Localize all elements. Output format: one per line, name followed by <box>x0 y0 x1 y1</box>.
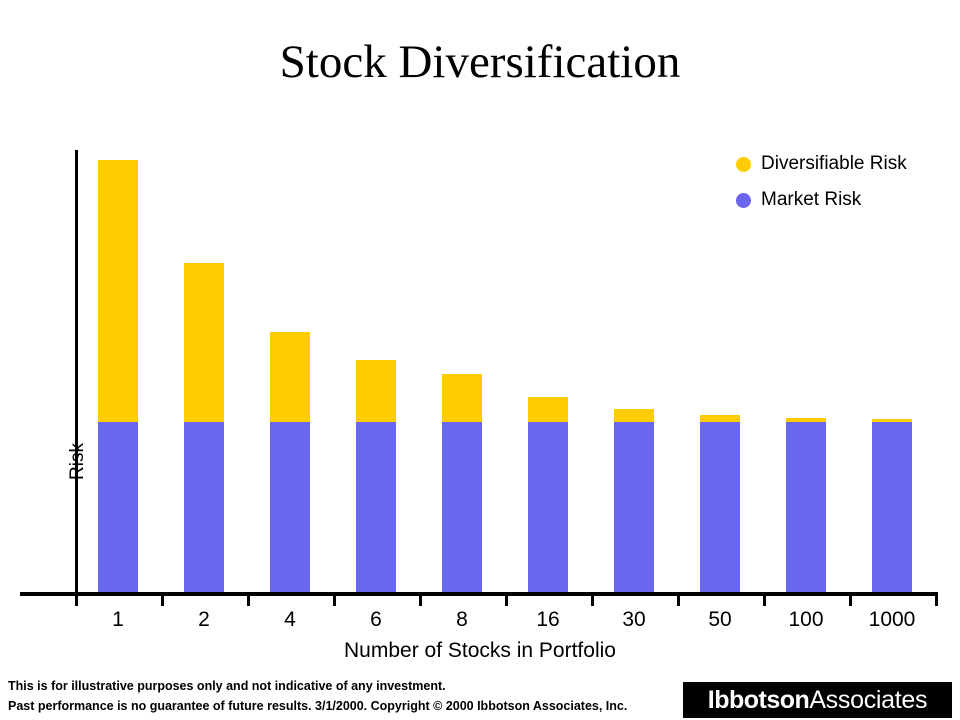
bar-segment-market-risk[interactable] <box>98 422 138 592</box>
x-axis-tick <box>333 592 336 606</box>
x-axis-tick <box>75 592 78 606</box>
bar-group[interactable] <box>356 360 396 592</box>
logo-text-associates: Associates <box>809 685 928 714</box>
footer-disclaimer: This is for illustrative purposes only a… <box>8 676 688 716</box>
circle-marker-diversifiable-icon <box>736 156 751 172</box>
bar-segment-diversifiable-risk[interactable] <box>872 419 912 422</box>
bar-segment-market-risk[interactable] <box>872 422 912 592</box>
bar-segment-market-risk[interactable] <box>270 422 310 592</box>
bar-segment-diversifiable-risk[interactable] <box>614 409 654 422</box>
x-axis-tick <box>935 592 938 606</box>
page-title: Stock Diversification <box>279 36 681 88</box>
bar-segment-market-risk[interactable] <box>528 422 568 592</box>
bar-segment-diversifiable-risk[interactable] <box>356 360 396 422</box>
bar-group[interactable] <box>270 332 310 592</box>
x-axis-tick-label: 4 <box>284 608 296 631</box>
bar-segment-diversifiable-risk[interactable] <box>786 418 826 422</box>
y-axis-title: Risk <box>67 443 88 480</box>
bar-group[interactable] <box>184 263 224 592</box>
x-axis-tick-label: 6 <box>370 608 382 631</box>
x-axis-tick-label: 100 <box>788 608 824 631</box>
bar-group[interactable] <box>442 374 482 592</box>
x-axis-tick <box>849 592 852 606</box>
bar-segment-market-risk[interactable] <box>786 422 826 592</box>
chart-legend: Diversifiable Risk Market Risk <box>736 150 960 222</box>
x-axis-tick <box>763 592 766 606</box>
bar-segment-market-risk[interactable] <box>356 422 396 592</box>
logo-text-ibbotson: Ibbotson <box>707 685 810 714</box>
bar-segment-market-risk[interactable] <box>700 422 740 592</box>
x-axis-tick-label: 50 <box>708 608 732 631</box>
x-axis-tick <box>247 592 250 606</box>
legend-label-diversifiable-risk: Diversifiable Risk <box>761 153 907 174</box>
x-axis-tick-label: 1 <box>112 608 124 631</box>
footer-line-2: Past performance is no guarantee of futu… <box>8 699 628 713</box>
ibbotson-associates-logo: Ibbotson Associates <box>683 682 952 718</box>
x-axis-tick <box>505 592 508 606</box>
circle-marker-market-icon <box>736 192 751 208</box>
bar-segment-market-risk[interactable] <box>184 422 224 592</box>
bar-group[interactable] <box>872 419 912 592</box>
bar-group[interactable] <box>786 418 826 592</box>
x-axis-line <box>20 592 935 596</box>
x-axis-tick-label: 30 <box>622 608 646 631</box>
x-axis-tick-label: 16 <box>536 608 560 631</box>
bar-group[interactable] <box>528 397 568 592</box>
x-axis-tick-label: 1000 <box>868 608 916 631</box>
legend-label-market-risk: Market Risk <box>761 189 862 210</box>
x-axis-tick <box>677 592 680 606</box>
bar-segment-diversifiable-risk[interactable] <box>700 415 740 422</box>
x-axis-tick-label: 2 <box>198 608 210 631</box>
x-axis-tick-label: 8 <box>456 608 468 631</box>
x-axis-tick <box>419 592 422 606</box>
bar-group[interactable] <box>700 415 740 592</box>
legend-item-market-risk[interactable]: Market Risk <box>736 186 960 214</box>
legend-item-diversifiable-risk[interactable]: Diversifiable Risk <box>736 150 960 178</box>
x-axis-tick-labels: 1 2 4 6 8 16 30 50 100 1000 <box>75 608 935 636</box>
chart-plot-area: Risk <box>20 150 938 606</box>
bar-segment-diversifiable-risk[interactable] <box>528 397 568 422</box>
bar-segment-diversifiable-risk[interactable] <box>184 263 224 422</box>
bar-segment-diversifiable-risk[interactable] <box>270 332 310 422</box>
x-axis-tick <box>591 592 594 606</box>
y-axis-line <box>75 150 78 592</box>
bar-segment-market-risk[interactable] <box>442 422 482 592</box>
bar-segment-diversifiable-risk[interactable] <box>442 374 482 422</box>
bar-segment-diversifiable-risk[interactable] <box>98 160 138 422</box>
x-axis-tick <box>161 592 164 606</box>
bar-group[interactable] <box>614 409 654 592</box>
bar-segment-market-risk[interactable] <box>614 422 654 592</box>
bar-group[interactable] <box>98 160 138 592</box>
footer-line-1: This is for illustrative purposes only a… <box>8 679 446 693</box>
x-axis-title: Number of Stocks in Portfolio <box>344 639 616 662</box>
